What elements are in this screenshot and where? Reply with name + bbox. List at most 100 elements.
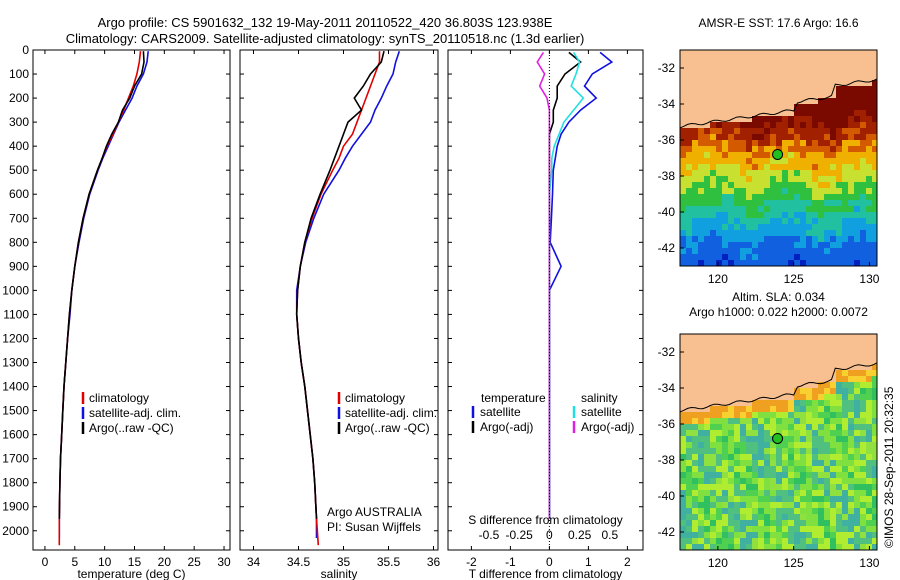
map-cell (836, 116, 843, 123)
map-cell (854, 242, 861, 249)
map-cell (740, 436, 747, 443)
map-cell (794, 472, 801, 479)
map-cell (740, 544, 747, 550)
map-cell (860, 104, 867, 111)
map-cell (830, 212, 837, 219)
map-cell (860, 520, 867, 527)
map-cell (746, 212, 753, 219)
panel-temperature: 0 5 10 15 20 25 300100200300400500600700800900… (2, 43, 231, 580)
map-cell (800, 346, 807, 353)
map-cell (776, 538, 783, 545)
map-cell (824, 376, 831, 383)
map-cell (734, 86, 741, 93)
map-cell (788, 388, 795, 395)
map-cell (794, 478, 801, 485)
map-cell (806, 74, 813, 81)
map-cell (788, 50, 795, 57)
map-cell (794, 218, 801, 225)
map-cell (854, 188, 861, 195)
map-cell (824, 418, 831, 425)
map-cell (740, 200, 747, 207)
map-cell (800, 364, 807, 371)
map-cell (680, 128, 687, 135)
map-cell (800, 50, 807, 57)
map-cell (728, 436, 735, 443)
map-cell (716, 364, 723, 371)
legend-title-temperature: temperature (481, 391, 546, 405)
map-cell (872, 176, 877, 183)
map-cell (740, 194, 747, 201)
map-cell (770, 478, 777, 485)
map-cell (872, 544, 877, 550)
map-cell (800, 388, 807, 395)
map-cell (782, 430, 789, 437)
map-cell (788, 406, 795, 413)
map-cell (740, 340, 747, 347)
map-cell (728, 248, 735, 255)
map-cell (752, 454, 759, 461)
map-cell (872, 484, 877, 491)
y-tick-label: 600 (9, 187, 29, 201)
map-cell (710, 394, 717, 401)
map-cell (698, 134, 705, 141)
map-cell (782, 134, 789, 141)
map-cell (770, 334, 777, 341)
map-cell (824, 80, 831, 87)
map-cell (776, 370, 783, 377)
map-cell (764, 224, 771, 231)
map-cell (776, 80, 783, 87)
map-cell (740, 170, 747, 177)
map-cell (758, 92, 765, 99)
map-cell (830, 460, 837, 467)
map-cell (740, 86, 747, 93)
map-cell (800, 68, 807, 75)
map-cell (770, 442, 777, 449)
map-cell (800, 340, 807, 347)
map-cell (704, 538, 711, 545)
map-cell (812, 520, 819, 527)
map-cell (746, 248, 753, 255)
map-cell (752, 170, 759, 177)
map-cell (866, 158, 873, 165)
map-cell (758, 436, 765, 443)
map-cell (752, 200, 759, 207)
map-cell (872, 218, 877, 225)
map-cell (746, 218, 753, 225)
map-cell (788, 340, 795, 347)
map-cell (722, 430, 729, 437)
map-cell (746, 176, 753, 183)
map-cell (860, 352, 867, 359)
map-cell (812, 68, 819, 75)
map-cell (806, 146, 813, 153)
map-cell (866, 364, 873, 371)
map-cell (854, 454, 861, 461)
map-cell (752, 442, 759, 449)
map-cell (836, 92, 843, 99)
map-cell (710, 412, 717, 419)
map-cell (854, 86, 861, 93)
map-cell (686, 430, 693, 437)
map-cell (764, 538, 771, 545)
map-cell (866, 502, 873, 509)
map-cell (680, 182, 687, 189)
map-cell (794, 448, 801, 455)
map-cell (800, 104, 807, 111)
map-cell (716, 502, 723, 509)
map-cell (740, 460, 747, 467)
map-cell (854, 520, 861, 527)
map-cell (794, 104, 801, 111)
map-cell (740, 442, 747, 449)
map-cell (836, 104, 843, 111)
map-cell (764, 454, 771, 461)
map-cell (824, 86, 831, 93)
map-cell (734, 80, 741, 87)
map-cell (764, 164, 771, 171)
map-cell (680, 134, 687, 141)
map-cell (752, 128, 759, 135)
map-cell (836, 74, 843, 81)
map-cell (692, 206, 699, 213)
map-cell (866, 98, 873, 105)
map-cell (770, 134, 777, 141)
map-cell (734, 56, 741, 63)
map-cell (752, 224, 759, 231)
